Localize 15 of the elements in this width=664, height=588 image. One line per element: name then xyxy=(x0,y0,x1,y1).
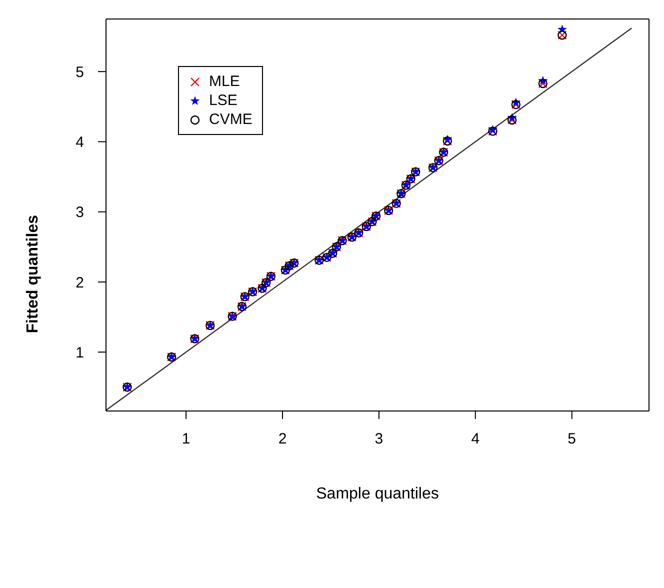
y-tick-label: 5 xyxy=(76,64,84,81)
x-tick-label: 4 xyxy=(471,430,480,448)
legend-label: CVME xyxy=(209,111,252,128)
x-tick-label: 1 xyxy=(182,430,190,448)
x-tick-label: 3 xyxy=(374,430,384,448)
y-tick-label: 4 xyxy=(76,134,84,152)
y-tick-label: 3 xyxy=(76,204,84,222)
y-axis-title: Fitted quantiles xyxy=(24,214,42,334)
x-tick-label: 2 xyxy=(278,430,287,448)
y-tick-label: 2 xyxy=(76,274,84,292)
legend-label: LSE xyxy=(209,92,238,109)
x-axis-title: Sample quantiles xyxy=(316,485,439,502)
y-tick-label: 1 xyxy=(76,344,84,362)
legend-label: MLE xyxy=(209,73,240,90)
x-tick-label: 5 xyxy=(568,430,576,448)
